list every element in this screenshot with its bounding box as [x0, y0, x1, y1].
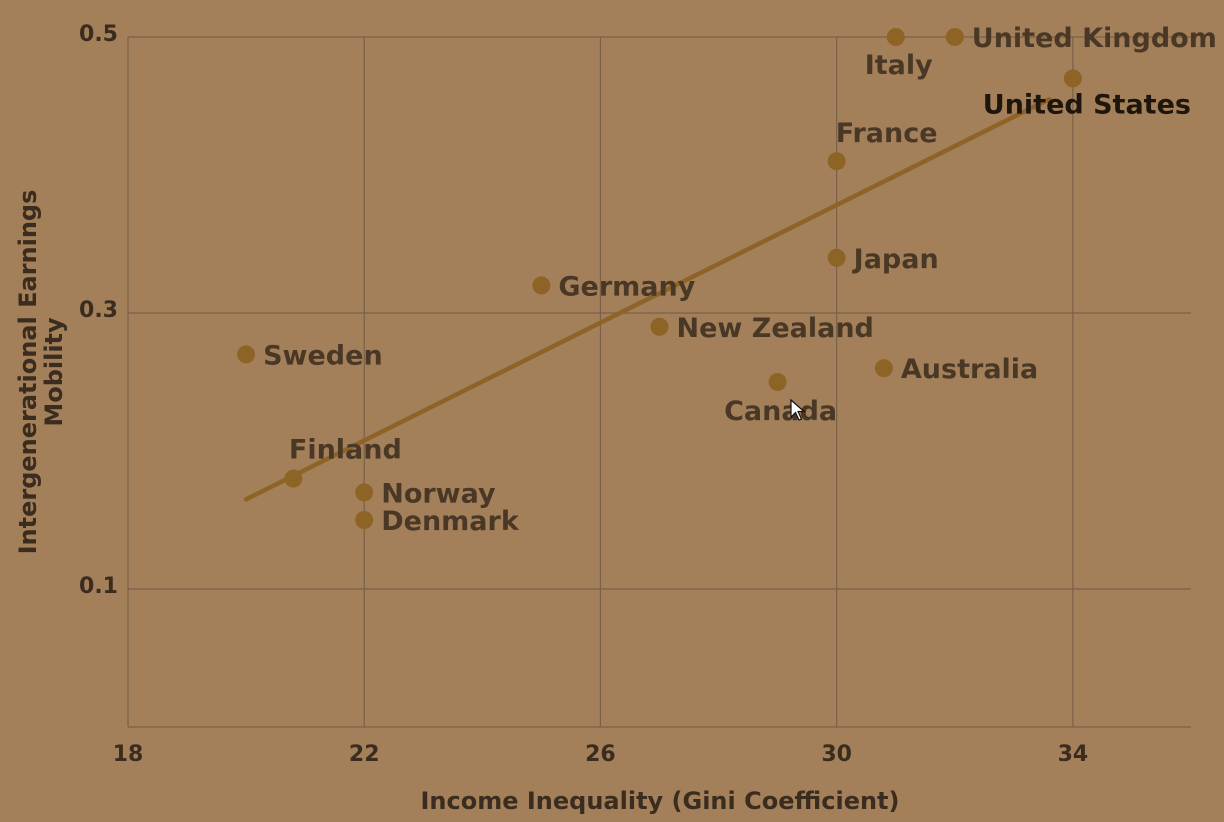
data-point-canada [768, 373, 787, 391]
y-tick-label: 0.5 [79, 22, 118, 47]
x-tick-label: 26 [585, 742, 616, 767]
data-label-sweden: Sweden [263, 340, 383, 371]
data-label-united-states: United States [983, 89, 1191, 120]
data-points: Italy United Kingdom United States France Ja… [237, 23, 1217, 537]
data-point-japan [827, 248, 846, 267]
data-point-france [827, 152, 846, 171]
x-tick-label: 22 [349, 742, 380, 767]
data-point-australia [874, 359, 893, 378]
data-label-france: France [836, 118, 938, 149]
data-point-finland [284, 469, 303, 488]
data-label-new-zealand: New Zealand [677, 313, 874, 344]
data-label-denmark: Denmark [381, 506, 520, 537]
x-tick-label: 30 [821, 742, 852, 767]
data-point-denmark [355, 511, 374, 529]
data-point-germany [532, 276, 551, 295]
trendline-group [243, 96, 1052, 502]
y-axis-label: Intergenerational EarningsMobility [14, 190, 68, 555]
data-label-united-kingdom: United Kingdom [972, 23, 1217, 54]
data-point-united-kingdom [945, 28, 964, 46]
x-axis-label: Income Inequality (Gini Coefficient) [420, 787, 899, 815]
data-point-sweden [237, 345, 256, 364]
x-tick-label: 34 [1058, 742, 1089, 767]
data-label-finland: Finland [289, 435, 402, 466]
grid-lines [127, 36, 1191, 728]
data-point-new-zealand [650, 317, 669, 336]
data-point-united-states [1063, 69, 1082, 88]
data-point-italy [886, 28, 905, 46]
y-tick-label: 0.3 [79, 298, 118, 323]
x-tick-label: 18 [113, 742, 144, 767]
data-label-norway: Norway [381, 478, 496, 509]
data-label-germany: Germany [558, 271, 695, 302]
mouse-cursor-icon [790, 398, 806, 421]
tick-labels: 18 22 26 30 34 0.1 0.3 0.5 [79, 22, 1088, 767]
data-label-canada: Canada [724, 396, 837, 427]
data-point-norway [355, 483, 374, 502]
data-label-italy: Italy [865, 50, 933, 81]
data-label-japan: Japan [852, 244, 939, 275]
data-label-australia: Australia [901, 354, 1038, 385]
trendline [243, 96, 1052, 502]
y-tick-label: 0.1 [79, 574, 118, 599]
